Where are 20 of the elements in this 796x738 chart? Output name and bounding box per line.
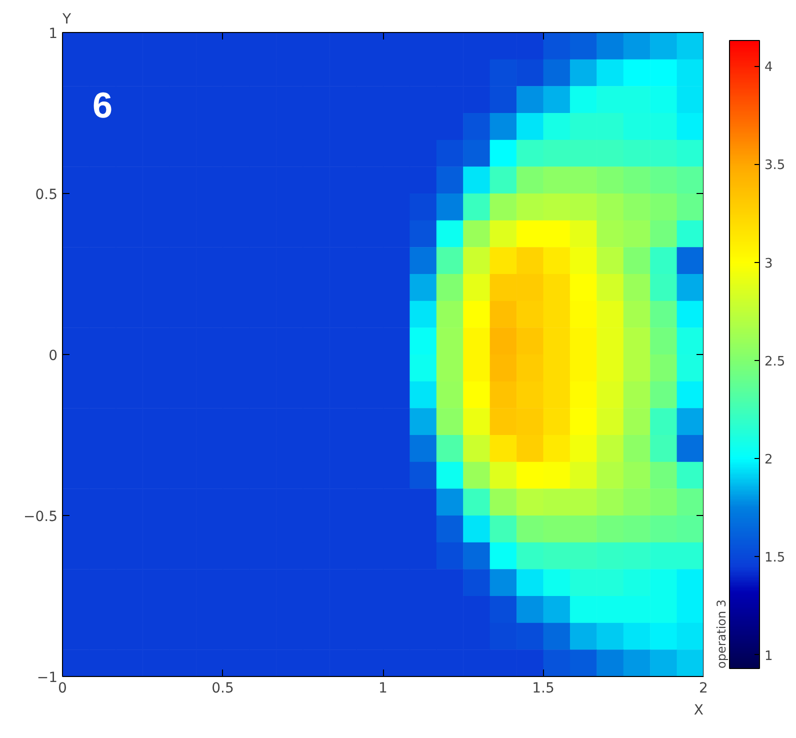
- x-tick-label: 1.5: [532, 680, 554, 696]
- color-bar-label: 1.5: [764, 550, 786, 566]
- color-bar-label: 3: [764, 256, 773, 272]
- color-bar-label: 2: [764, 452, 773, 468]
- x-tick-label: 1: [378, 680, 388, 696]
- annotation: 6: [92, 84, 113, 126]
- color-bar-title: operation 3: [714, 599, 728, 668]
- y-tick-label: 0: [48, 348, 58, 364]
- y-tick-label: 1: [48, 26, 58, 42]
- x-tick-label: 0.5: [212, 680, 234, 696]
- color-bar-label: 2.5: [764, 354, 786, 370]
- x-axis-title: X: [694, 702, 704, 718]
- color-bar-label: 1: [764, 648, 773, 664]
- y-tick-label: −0.5: [24, 509, 58, 525]
- x-tick-label: 2: [699, 680, 708, 696]
- y-tick-label: −1: [36, 670, 58, 686]
- color-bar-label: 3.5: [764, 158, 786, 174]
- y-axis-title: Y: [62, 12, 72, 28]
- y-tick-label: 0.5: [35, 187, 58, 203]
- color-bar-label: 4: [764, 60, 773, 76]
